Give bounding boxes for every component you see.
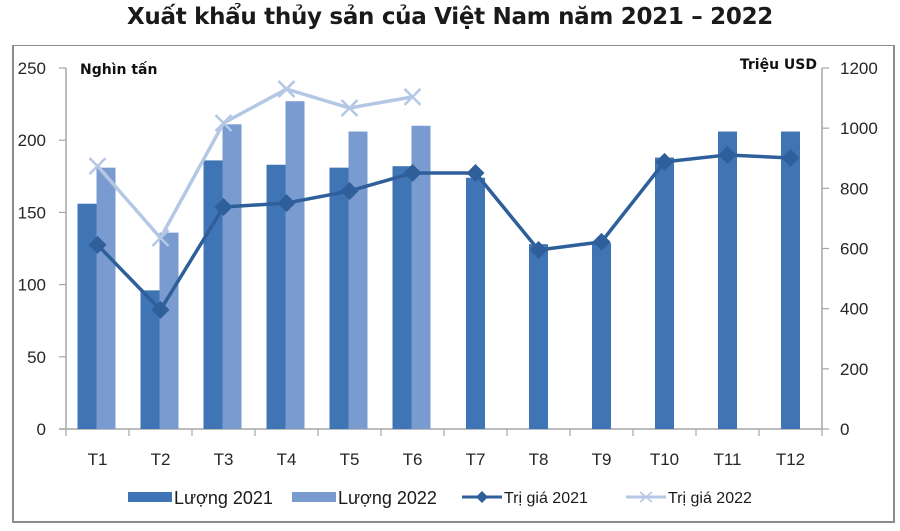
x-tick-label: T10 xyxy=(650,450,679,469)
x-tick-label: T7 xyxy=(466,450,486,469)
right-tick-label: 200 xyxy=(840,360,868,379)
legend: Lượng 2021 Lượng 2022 Trị giá 2021 Trị giá … xyxy=(128,488,752,508)
bar-luong-2022 xyxy=(411,125,431,429)
diamond-marker-icon xyxy=(151,300,170,319)
right-tick-label: 400 xyxy=(840,300,868,319)
legend-label-tri-gia-2022: Trị giá 2022 xyxy=(668,490,752,507)
bar-luong-2021 xyxy=(140,290,160,429)
line-tri-gia-2022 xyxy=(96,87,413,240)
legend-swatch-bar-2021 xyxy=(128,492,172,502)
x-tick-label: T5 xyxy=(340,450,360,469)
x-marker-icon xyxy=(277,80,296,98)
bar-luong-2021 xyxy=(392,166,412,429)
line-series xyxy=(88,80,800,319)
bar-luong-2021 xyxy=(466,177,485,429)
right-axis-unit-label: Triệu USD xyxy=(740,57,817,73)
x-marker-icon xyxy=(403,87,422,106)
bar-luong-2021 xyxy=(77,203,97,429)
chart-title: Xuất khẩu thủy sản của Việt Nam năm 2021… xyxy=(126,4,773,30)
bar-luong-2022 xyxy=(348,131,368,429)
legend-swatch-bar-2022 xyxy=(292,492,336,502)
bar-luong-2021 xyxy=(329,167,349,430)
bar-series xyxy=(77,101,800,430)
left-tick-label: 100 xyxy=(18,276,46,295)
x-tick-label: T8 xyxy=(529,450,549,469)
diamond-marker-icon xyxy=(277,194,296,213)
left-tick-label: 200 xyxy=(18,131,46,150)
x-marker-icon xyxy=(151,229,170,247)
diamond-marker-icon xyxy=(466,163,485,182)
bar-luong-2021 xyxy=(266,164,286,430)
left-tick-label: 50 xyxy=(27,348,46,367)
bar-luong-2021 xyxy=(203,160,223,429)
x-tick-label: T9 xyxy=(592,450,612,469)
diamond-marker-icon xyxy=(718,145,737,164)
diamond-marker-icon xyxy=(655,152,674,171)
bar-luong-2022 xyxy=(222,124,242,429)
bar-luong-2022 xyxy=(96,167,116,430)
x-tick-label: T2 xyxy=(151,450,171,469)
x-tick-label: T12 xyxy=(776,450,805,469)
legend-x-icon xyxy=(639,491,653,503)
x-marker-icon xyxy=(340,99,359,117)
bar-luong-2022 xyxy=(285,101,305,429)
right-tick-label: 1000 xyxy=(840,119,878,138)
bar-luong-2022 xyxy=(159,232,179,429)
left-tick-label: 150 xyxy=(18,203,46,222)
x-tick-label: T4 xyxy=(277,450,297,469)
diamond-marker-icon xyxy=(340,182,359,201)
diamond-marker-icon xyxy=(214,197,233,216)
bar-luong-2021 xyxy=(529,244,548,429)
left-axis-unit-label: Nghìn tấn xyxy=(80,61,157,78)
left-tick-label: 0 xyxy=(37,420,46,439)
right-tick-label: 1200 xyxy=(840,59,878,78)
right-y-axis: 0 200 400 600 800 1000 1200 xyxy=(821,59,878,439)
left-tick-label: 250 xyxy=(18,59,46,78)
right-tick-label: 0 xyxy=(840,420,849,439)
x-marker-icon xyxy=(214,114,233,132)
x-marker-icon xyxy=(88,157,107,175)
bar-luong-2021 xyxy=(781,131,800,429)
line-tri-gia-2021 xyxy=(96,153,791,312)
chart-frame xyxy=(12,45,895,523)
bar-luong-2021 xyxy=(655,157,674,429)
right-tick-label: 600 xyxy=(840,240,868,259)
x-tick-label: T3 xyxy=(214,450,234,469)
diamond-marker-icon xyxy=(529,241,548,260)
diamond-marker-icon xyxy=(781,148,800,167)
legend-label-luong-2021: Lượng 2021 xyxy=(174,488,273,508)
legend-diamond-icon xyxy=(476,491,488,503)
legend-label-tri-gia-2021: Trị giá 2021 xyxy=(504,490,588,507)
right-tick-label: 800 xyxy=(840,179,868,198)
legend-label-luong-2022: Lượng 2022 xyxy=(338,488,437,508)
diamond-marker-icon xyxy=(403,163,422,182)
bar-luong-2021 xyxy=(718,131,737,429)
diamond-marker-icon xyxy=(592,232,611,251)
left-y-axis: 0 50 100 150 200 250 xyxy=(18,59,67,439)
x-axis: T1 T2 T3 T4 T5 T6 T7 T8 T9 T10 T11 T12 xyxy=(59,428,823,469)
x-tick-label: T1 xyxy=(88,450,108,469)
x-tick-label: T11 xyxy=(713,450,741,469)
diamond-marker-icon xyxy=(88,235,107,254)
bar-luong-2021 xyxy=(592,242,611,429)
x-tick-label: T6 xyxy=(403,450,423,469)
